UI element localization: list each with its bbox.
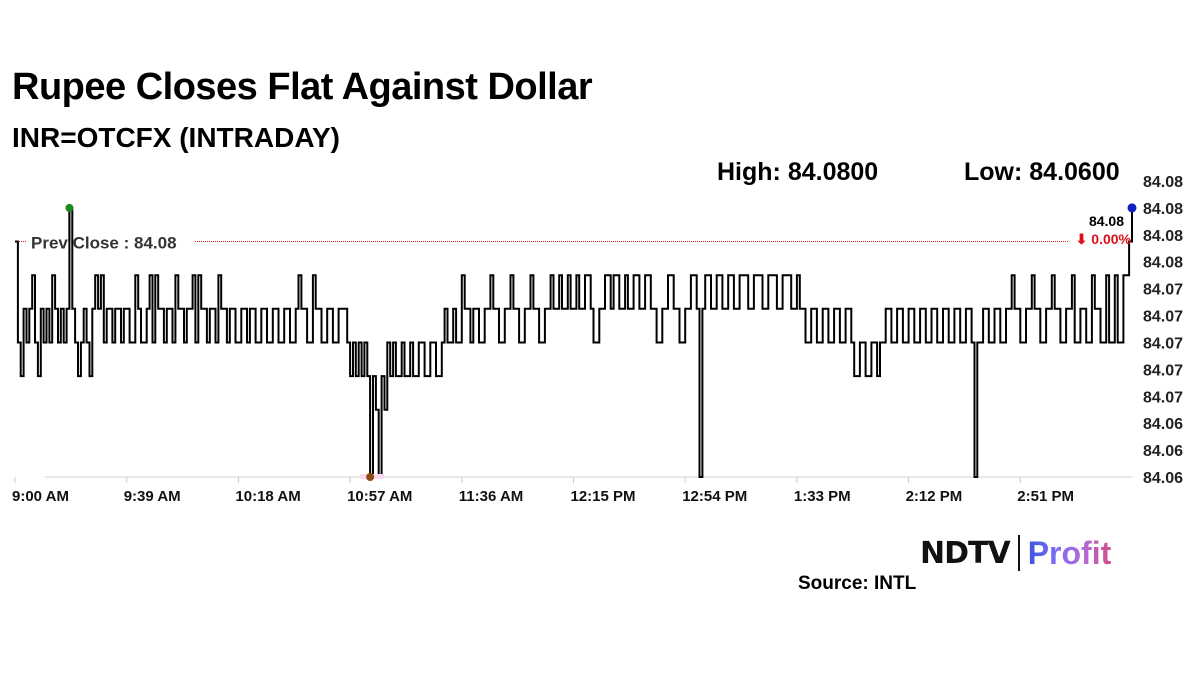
y-tick-label: 84.06	[1143, 470, 1183, 487]
last-price-label: 84.08	[1089, 213, 1124, 229]
chart-subtitle: INR=OTCFX (INTRADAY)	[12, 122, 340, 153]
x-tick-label: 9:39 AM	[124, 488, 181, 505]
chart-title: Rupee Closes Flat Against Dollar	[12, 66, 593, 108]
x-tick-label: 2:12 PM	[906, 488, 963, 505]
low-marker	[366, 473, 375, 481]
last-marker	[1127, 203, 1137, 213]
x-tick-label: 9:00 AM	[12, 488, 69, 505]
y-tick-label: 84.08	[1143, 228, 1183, 245]
x-tick-label: 10:18 AM	[235, 488, 300, 505]
prev-close-label: Prev Close : 84.08	[31, 234, 177, 253]
source-label: Source: INTL	[798, 573, 917, 594]
y-tick-label: 84.08	[1143, 201, 1183, 218]
y-tick-label: 84.07	[1143, 389, 1183, 406]
price-line	[15, 206, 1133, 478]
y-tick-label: 84.06	[1143, 416, 1183, 433]
logo-ndtv: NDTV	[920, 535, 1011, 571]
y-tick-label: 84.08	[1143, 174, 1183, 191]
y-tick-label: 84.07	[1143, 335, 1183, 352]
low-value: Low: 84.0600	[964, 158, 1120, 186]
high-value: High: 84.0800	[717, 158, 879, 186]
x-tick-label: 12:54 PM	[682, 488, 747, 505]
x-tick-label: 12:15 PM	[571, 488, 636, 505]
y-tick-label: 84.08	[1143, 255, 1183, 272]
x-tick-label: 2:51 PM	[1017, 488, 1074, 505]
x-tick-label: 1:33 PM	[794, 488, 851, 505]
ndtv-profit-logo: NDTV Profit	[920, 533, 1111, 573]
x-tick-label: 11:36 AM	[459, 488, 523, 505]
x-tick-label: 10:57 AM	[347, 488, 412, 505]
y-tick-label: 84.07	[1143, 282, 1183, 299]
high-marker	[65, 203, 74, 212]
logo-profit: Profit	[1027, 534, 1112, 571]
change-label: ⬇ 0.00%	[1076, 231, 1132, 247]
intraday-line-chart: 9:00 AM 9:39 AM 10:18 AM 10:57 AM 11:36 AM 12…	[12, 174, 1183, 505]
y-tick-label: 84.07	[1143, 362, 1183, 379]
logo-divider	[1017, 535, 1020, 571]
y-tick-label: 84.06	[1143, 443, 1183, 460]
y-tick-label: 84.07	[1143, 309, 1183, 326]
